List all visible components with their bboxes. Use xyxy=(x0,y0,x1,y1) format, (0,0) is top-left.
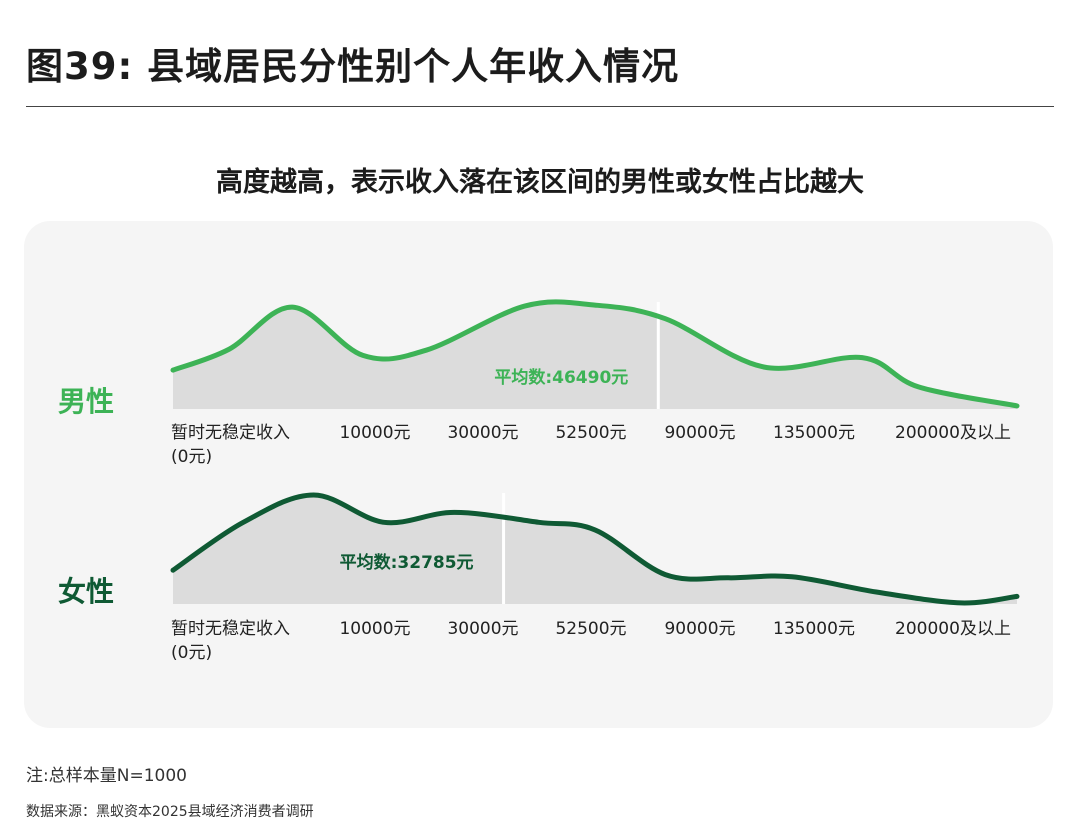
data-source: 数据来源：黑蚁资本2025县域经济消费者调研 xyxy=(26,804,314,820)
female-curve xyxy=(170,492,1020,606)
figure-title: 图39: 县域居民分性别个人年收入情况 xyxy=(26,45,680,88)
male-tick-label: 暂时无稳定收入 xyxy=(171,423,290,443)
male-tick-label: 30000元 xyxy=(447,423,518,443)
title-divider xyxy=(26,106,1054,107)
chart-subtitle: 高度越高，表示收入落在该区间的男性或女性占比越大 xyxy=(216,167,864,198)
male-tick-label: (0元) xyxy=(171,447,212,467)
male-curve xyxy=(170,299,1020,409)
male-tick-label: 52500元 xyxy=(555,423,626,443)
sample-note: 注:总样本量N=1000 xyxy=(26,766,187,786)
male-tick-label: 200000及以上 xyxy=(895,423,1011,443)
female-tick-label: 135000元 xyxy=(773,619,855,639)
male-series-label: 男性 xyxy=(58,385,114,418)
female-tick-label: 暂时无稳定收入 xyxy=(171,619,290,639)
female-mean-label: 平均数:32785元 xyxy=(340,552,474,573)
female-tick-label: 90000元 xyxy=(664,619,735,639)
male-area-fill xyxy=(173,301,1017,409)
female-tick-label: 200000及以上 xyxy=(895,619,1011,639)
female-series-label: 女性 xyxy=(58,575,114,608)
female-tick-label: 10000元 xyxy=(339,619,410,639)
male-tick-label: 10000元 xyxy=(339,423,410,443)
female-tick-label: (0元) xyxy=(171,643,212,663)
male-tick-label: 135000元 xyxy=(773,423,855,443)
female-area-fill xyxy=(173,495,1017,604)
male-mean-label: 平均数:46490元 xyxy=(494,367,628,388)
female-tick-label: 30000元 xyxy=(447,619,518,639)
female-tick-label: 52500元 xyxy=(555,619,626,639)
male-tick-label: 90000元 xyxy=(664,423,735,443)
